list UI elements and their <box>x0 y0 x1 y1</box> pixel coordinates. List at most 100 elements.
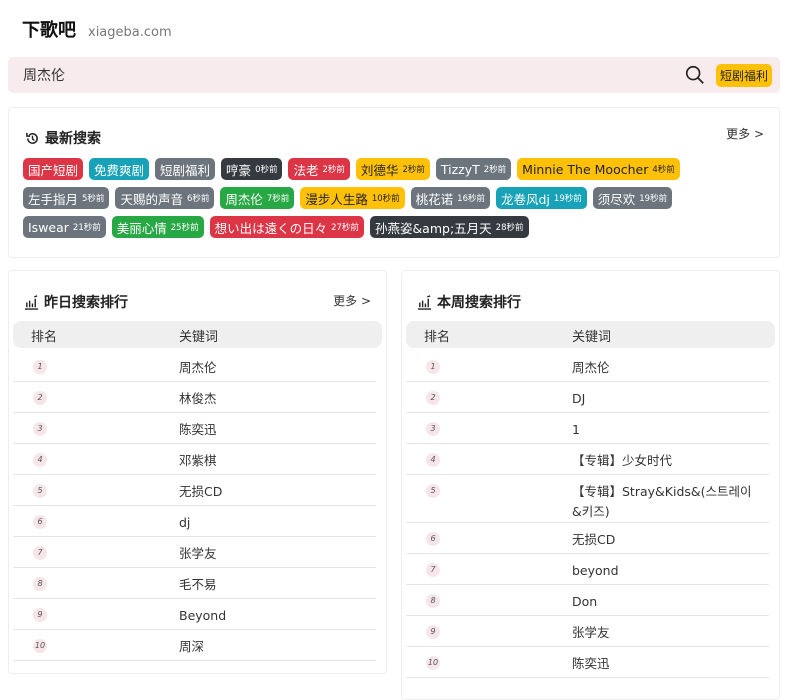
tag-label: 法老 <box>293 162 319 178</box>
tag-label: 须尽欢 <box>597 191 636 207</box>
site-logo[interactable]: 下歌吧 <box>22 20 76 41</box>
tag-time: 19秒前 <box>553 194 582 204</box>
rank-badge: 2 <box>426 391 440 405</box>
recent-tag[interactable]: 哼豪 0秒前 <box>221 158 283 180</box>
rank-badge: 8 <box>426 594 440 608</box>
table-row[interactable]: 9 张学友 <box>406 616 769 647</box>
recent-tag[interactable]: 法老 2秒前 <box>288 158 350 180</box>
tag-time: 28秒前 <box>495 223 524 233</box>
table-row[interactable]: 7 beyond <box>406 554 769 585</box>
promo-button[interactable]: 短剧福利 <box>715 63 772 87</box>
table-row[interactable]: 5 【专辑】Stray&Kids&(스트레이&키즈) <box>406 475 769 523</box>
keyword-link[interactable]: Don <box>572 594 598 609</box>
search-input[interactable] <box>23 67 684 83</box>
recent-tag[interactable]: 刘德华 2秒前 <box>355 158 430 180</box>
keyword-link[interactable]: DJ <box>572 391 586 406</box>
keyword-link[interactable]: 【专辑】Stray&Kids&(스트레이&키즈) <box>572 484 752 519</box>
yesterday-title: 昨日搜索排行 <box>44 295 128 311</box>
keyword-link[interactable]: 陈奕迅 <box>179 422 217 437</box>
tag-label: TizzyT <box>440 161 480 177</box>
keyword-link[interactable]: 1 <box>572 422 580 437</box>
yesterday-ranking-card: 昨日搜索排行 更多 > 排名 关键词 1 周杰伦 2 林俊杰 3 陈奕迅 4 邓紫棋 5 无损CD… <box>8 270 387 674</box>
tag-time: 27秒前 <box>331 223 359 233</box>
keyword-link[interactable]: 周杰伦 <box>179 360 217 375</box>
recent-tag[interactable]: 免费爽剧 <box>89 158 150 180</box>
rank-badge: 6 <box>33 515 47 529</box>
tag-label: 漫步人生路 <box>305 191 368 207</box>
recent-tag[interactable]: TizzyT 2秒前 <box>435 158 512 180</box>
keyword-link[interactable]: 无损CD <box>572 532 616 547</box>
recent-tag[interactable]: 美丽心情 25秒前 <box>111 216 204 238</box>
tag-label: 美丽心情 <box>116 220 167 236</box>
recent-tag[interactable]: 左手指月 5秒前 <box>23 187 110 209</box>
rank-badge: 5 <box>426 484 440 498</box>
table-row[interactable]: 5 无损CD <box>13 475 376 506</box>
tag-time: 21秒前 <box>72 223 101 233</box>
tag-time: 2秒前 <box>322 165 345 175</box>
recent-tag[interactable]: Minnie The Moocher 4秒前 <box>517 158 680 180</box>
table-row[interactable]: 2 DJ <box>406 382 769 413</box>
table-row[interactable]: 8 毛不易 <box>13 568 376 599</box>
keyword-link[interactable]: 张学友 <box>572 625 610 640</box>
keyword-link[interactable]: 林俊杰 <box>179 391 217 406</box>
tag-label: Iswear <box>28 219 69 235</box>
keyword-link[interactable]: 毛不易 <box>179 577 217 592</box>
keyword-link[interactable]: 周杰伦 <box>572 360 610 375</box>
recent-tag[interactable]: 漫步人生路 10秒前 <box>300 187 405 209</box>
table-row[interactable]: 4 【专辑】少女时代 <box>406 444 769 475</box>
recent-tag[interactable]: 周杰伦 7秒前 <box>220 187 295 209</box>
keyword-link[interactable]: 无损CD <box>179 484 223 499</box>
table-row[interactable]: 7 张学友 <box>13 537 376 568</box>
keyword-link[interactable]: dj <box>179 515 191 530</box>
table-row[interactable]: 1 周杰伦 <box>13 351 376 382</box>
yesterday-rows: 1 周杰伦 2 林俊杰 3 陈奕迅 4 邓紫棋 5 无损CD 6 dj 7 张学友 8 毛不易 9 Beyond 1… <box>13 351 376 661</box>
table-row[interactable]: 8 Don <box>406 585 769 616</box>
recent-tag[interactable]: 天赐的声音 6秒前 <box>115 187 215 209</box>
keyword-link[interactable]: 陈奕迅 <box>572 656 610 671</box>
tag-label: 短剧福利 <box>160 162 211 178</box>
keyword-link[interactable]: Beyond <box>179 608 227 623</box>
keyword-link[interactable]: 张学友 <box>179 546 217 561</box>
site-domain: xiageba.com <box>88 25 172 40</box>
table-row[interactable]: 6 无损CD <box>406 523 769 554</box>
col-rank: 排名 <box>424 330 451 345</box>
recent-tag[interactable]: 短剧福利 <box>155 158 216 180</box>
rank-badge: 7 <box>426 563 440 577</box>
keyword-link[interactable]: 【专辑】少女时代 <box>572 453 673 468</box>
rank-badge: 10 <box>33 639 47 653</box>
table-row[interactable]: 2 林俊杰 <box>13 382 376 413</box>
recent-tag[interactable]: 想い出は遠くの日々 27秒前 <box>209 216 364 238</box>
tag-label: 左手指月 <box>28 191 79 207</box>
table-row[interactable]: 4 邓紫棋 <box>13 444 376 475</box>
recent-tag[interactable]: Iswear 21秒前 <box>23 216 106 238</box>
recent-tag[interactable]: 国产短剧 <box>23 158 84 180</box>
recent-title: 最新搜索 <box>45 131 101 147</box>
table-row[interactable]: 1 周杰伦 <box>406 351 769 382</box>
rank-badge: 6 <box>426 532 440 546</box>
table-row[interactable]: 10 周深 <box>13 630 376 661</box>
table-row[interactable]: 6 dj <box>13 506 376 537</box>
tag-time: 2秒前 <box>483 165 507 175</box>
table-row[interactable]: 3 陈奕迅 <box>13 413 376 444</box>
keyword-link[interactable]: 邓紫棋 <box>179 453 217 468</box>
week-ranking-card: 本周搜索排行 排名 关键词 1 周杰伦 2 DJ 3 1 4 【专辑】少女时代 5 【专辑】Str… <box>401 270 780 700</box>
table-row[interactable]: 10 陈奕迅 <box>406 647 769 678</box>
recent-more-link[interactable]: 更多 > <box>726 127 764 141</box>
rank-badge: 3 <box>426 422 440 436</box>
recent-tag[interactable]: 须尽欢 19秒前 <box>592 187 673 209</box>
recent-tag[interactable]: 孙燕姿&amp;五月天 28秒前 <box>369 216 529 238</box>
chart-icon <box>24 294 39 310</box>
rank-badge: 8 <box>33 577 47 591</box>
keyword-link[interactable]: 周深 <box>179 639 205 654</box>
tag-label: 刘德华 <box>360 162 399 178</box>
search-icon[interactable] <box>684 64 706 86</box>
recent-tag[interactable]: 龙卷风dj 19秒前 <box>496 187 587 209</box>
keyword-link[interactable]: beyond <box>572 563 619 578</box>
rank-badge: 3 <box>33 422 47 436</box>
tag-label: 龙卷风dj <box>501 191 550 207</box>
recent-tag[interactable]: 桃花诺 16秒前 <box>410 187 490 209</box>
table-row[interactable]: 9 Beyond <box>13 599 376 630</box>
recent-searches-card: 最新搜索 更多 > 国产短剧 免费爽剧 短剧福利 哼豪 0秒前 法老 2秒前 刘德华 2秒前 Ti… <box>8 107 780 258</box>
yesterday-more-link[interactable]: 更多 > <box>333 294 371 308</box>
